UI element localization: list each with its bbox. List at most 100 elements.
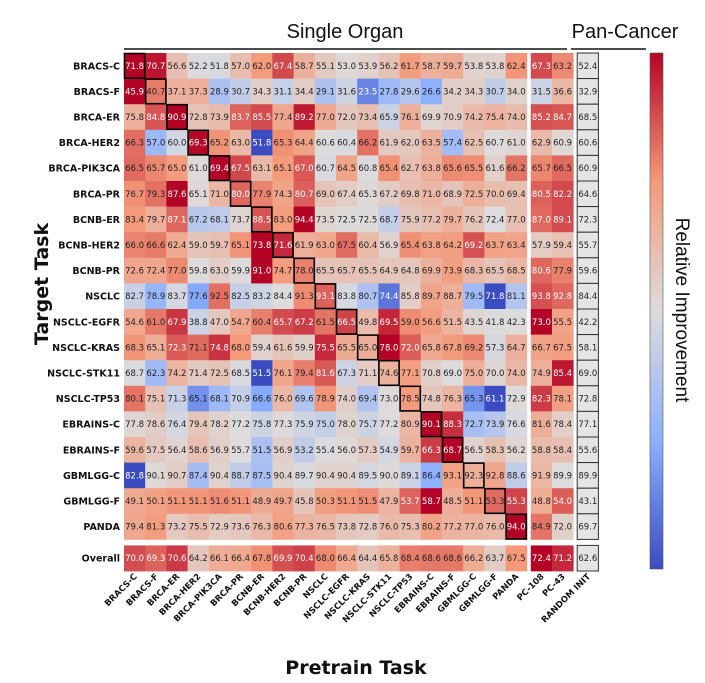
- cell-value-label: 72.8: [358, 523, 377, 533]
- heatmap-cell: [251, 257, 273, 284]
- heatmap-cell: [463, 206, 485, 233]
- cell-value-label: 71.6: [274, 241, 293, 251]
- heatmap-cell: [463, 232, 485, 259]
- heatmap-cell: [442, 488, 464, 515]
- heatmap-cell: [293, 129, 316, 156]
- heatmap-cell: [230, 545, 252, 572]
- heatmap-cell: [293, 513, 316, 540]
- cell-value-label: 76.2: [464, 215, 483, 225]
- heatmap-cell: [293, 360, 316, 387]
- cell-value-label: 70.8: [422, 369, 441, 379]
- heatmap-cell: [552, 283, 574, 310]
- cell-value-label: 80.1: [125, 395, 144, 405]
- heatmap-cell: [272, 334, 294, 361]
- cell-value-label: 65.1: [146, 343, 165, 353]
- cell-value-label: 74.6: [380, 369, 399, 379]
- cell-value-label: 48.9: [252, 497, 271, 507]
- heatmap-cell: [463, 488, 485, 515]
- cell-value-label: 68.6: [443, 554, 462, 564]
- cell-value-label: 80.6: [532, 267, 551, 277]
- cell-value-label: 78.9: [316, 395, 335, 405]
- cell-value-label: 72.8: [578, 395, 597, 405]
- cell-value-label: 90.4: [210, 471, 229, 481]
- heatmap-cell: [230, 181, 252, 207]
- cell-value-label: 38.8: [189, 318, 208, 328]
- cell-value-label: 85.8: [401, 292, 420, 302]
- cell-value-label: 69.6: [295, 395, 314, 405]
- heatmap-cell: [251, 155, 273, 182]
- heatmap-cell: [505, 360, 528, 387]
- cell-value-label: 28.9: [210, 87, 229, 97]
- cell-value-label: 84.4: [578, 292, 597, 302]
- cell-value-label: 77.9: [252, 190, 271, 200]
- cell-value-label: 66.5: [553, 164, 572, 174]
- heatmap-cell: [399, 334, 422, 361]
- highlight-box: [293, 257, 316, 284]
- cell-value-label: 55.3: [507, 497, 526, 507]
- cell-value-label: 69.4: [210, 164, 229, 174]
- cell-value-label: 76.7: [125, 190, 144, 200]
- cell-value-label: 67.8: [443, 343, 462, 353]
- cell-value-label: 69.0: [443, 369, 462, 379]
- heatmap-cell: [251, 385, 273, 412]
- heatmap-cell: [378, 129, 400, 156]
- cell-value-label: 64.5: [337, 164, 356, 174]
- heatmap-cell: [314, 206, 337, 233]
- cell-value-label: 60.6: [316, 139, 335, 149]
- cell-value-label: 75.5: [316, 343, 335, 353]
- heatmap-cell: [357, 232, 379, 259]
- heatmap-cell: [357, 437, 379, 463]
- heatmap-cell: [442, 411, 464, 438]
- heatmap-cell: [378, 232, 400, 259]
- heatmap-cell: [463, 155, 485, 182]
- heatmap-cell: [187, 462, 210, 489]
- row-label: NSCLC-TP53: [56, 394, 120, 405]
- heatmap-cell: [272, 360, 294, 387]
- cell-value-label: 63.4: [507, 241, 526, 251]
- heatmap-cell: [505, 53, 528, 79]
- cell-value-label: 53.9: [358, 62, 377, 72]
- cell-value-label: 63.7: [486, 554, 505, 564]
- cell-value-label: 65.5: [337, 343, 356, 353]
- row-label: NSCLC-KRAS: [52, 343, 120, 354]
- heatmap-cell: [230, 283, 252, 310]
- cell-value-label: 77.8: [125, 420, 144, 430]
- heatmap-cell: [420, 206, 443, 233]
- heatmap-cell: [378, 462, 400, 489]
- heatmap-cell: [463, 513, 485, 540]
- cell-value-label: 90.0: [380, 471, 399, 481]
- cell-value-label: 48.8: [532, 497, 551, 507]
- heatmap-cell: [314, 411, 337, 438]
- cell-value-label: 65.1: [189, 190, 208, 200]
- cell-value-label: 73.0: [532, 318, 551, 328]
- heatmap-cell: [378, 257, 400, 284]
- heatmap-cell: [420, 283, 443, 310]
- heatmap-cell: [357, 283, 379, 310]
- heatmap-cell: [442, 334, 464, 361]
- cell-value-label: 37.1: [168, 87, 187, 97]
- heatmap-cell: [378, 488, 400, 515]
- heatmap-cell: [187, 545, 210, 572]
- cell-value-label: 66.6: [252, 395, 271, 405]
- heatmap-cell: [208, 545, 231, 572]
- heatmap-cell: [442, 129, 464, 156]
- heatmap-cell: [145, 283, 167, 310]
- heatmap-cell: [463, 411, 485, 438]
- cell-value-label: 84.9: [532, 523, 551, 533]
- heatmap-cell: [442, 283, 464, 310]
- cell-value-label: 74.4: [380, 292, 399, 302]
- cell-value-label: 73.9: [443, 267, 462, 277]
- heatmap-cell: [552, 513, 574, 540]
- heatmap-cell: [336, 155, 358, 182]
- heatmap-cell: [463, 462, 485, 489]
- heatmap-cell: [336, 334, 358, 361]
- cell-value-label: 79.4: [189, 420, 208, 430]
- heatmap-cell: [124, 334, 146, 361]
- cell-value-label: 75.5: [189, 523, 208, 533]
- cell-value-label: 74.0: [507, 113, 526, 123]
- cell-value-label: 70.9: [443, 113, 462, 123]
- cell-value-label: 85.5: [252, 113, 271, 123]
- cell-value-label: 75.0: [316, 420, 335, 430]
- cell-value-label: 83.2: [252, 292, 271, 302]
